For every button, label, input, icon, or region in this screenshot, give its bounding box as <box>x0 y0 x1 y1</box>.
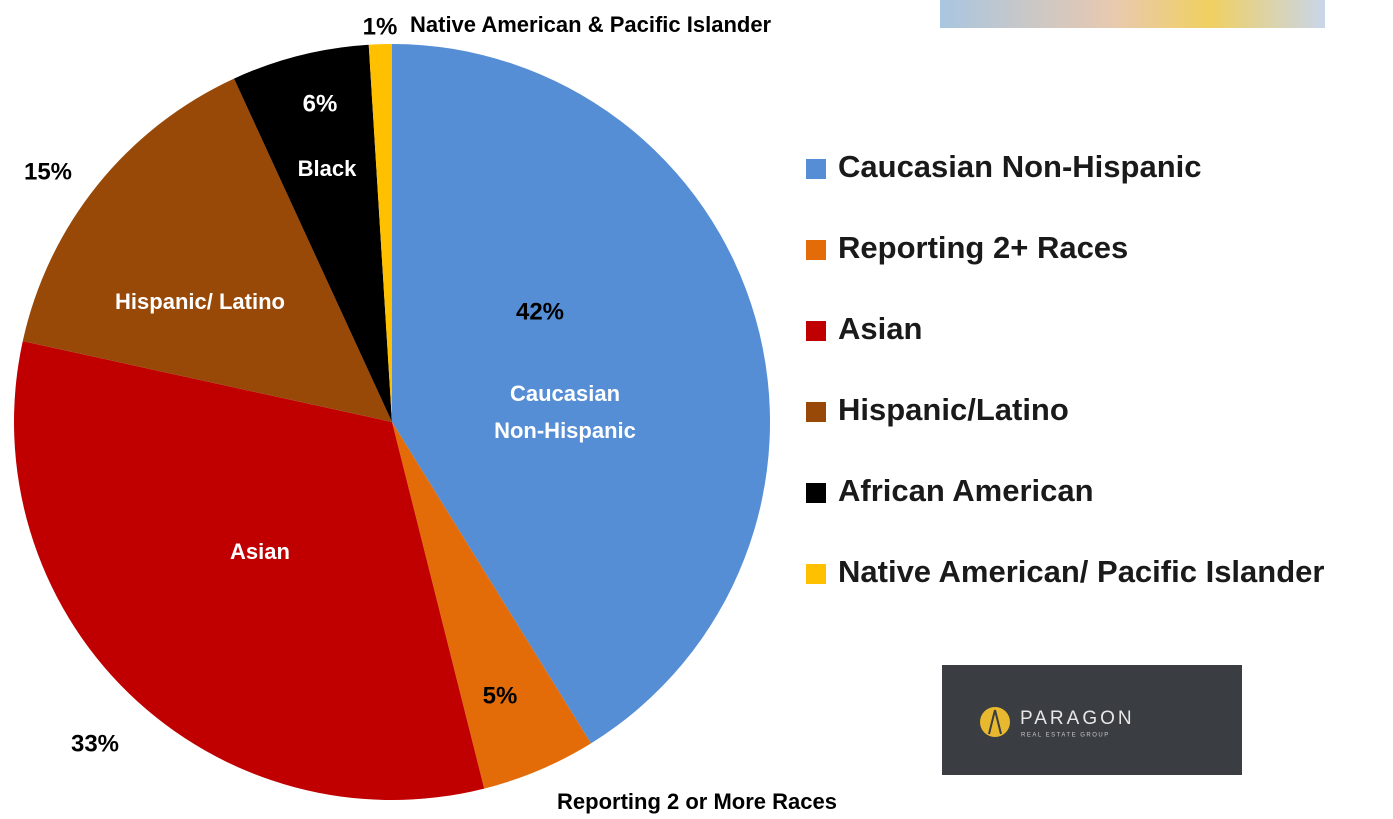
value-label: 15% <box>24 158 72 185</box>
slice-label: Non-Hispanic <box>494 418 636 443</box>
legend-swatch <box>806 402 826 422</box>
pie-slice <box>392 422 591 789</box>
value-label: 6% <box>303 90 338 117</box>
legend-swatch <box>806 321 826 341</box>
logo-mark <box>988 709 1002 735</box>
logo-tagline: REAL ESTATE GROUP <box>1021 733 1110 739</box>
slice-label: Reporting 2 or More Races <box>557 789 837 814</box>
legend: Caucasian Non-Hispanic Reporting 2+ Races… <box>806 149 1324 589</box>
slice-label: Caucasian <box>510 381 620 406</box>
slice-label: Asian <box>230 539 290 564</box>
slice-label: Black <box>298 156 357 181</box>
value-label: 1% <box>363 13 398 40</box>
legend-swatch <box>806 564 826 584</box>
pie-slice <box>368 44 392 422</box>
legend-swatch <box>806 483 826 503</box>
pie <box>14 44 770 800</box>
legend-swatch <box>806 159 826 179</box>
value-label: 5% <box>483 682 518 709</box>
value-label: 33% <box>71 730 119 757</box>
pie-slice <box>234 44 392 422</box>
legend-label: Hispanic/Latino <box>838 392 1069 427</box>
legend-swatch <box>806 240 826 260</box>
legend-label: Caucasian Non-Hispanic <box>838 149 1201 184</box>
logo-icon <box>980 707 1010 737</box>
labels: 42% Caucasian Non-Hispanic 5% Reporting 2 or… <box>24 12 837 814</box>
photo <box>940 0 1325 28</box>
value-label: 42% <box>516 298 564 325</box>
slice-label: Hispanic/ Latino <box>115 289 285 314</box>
pie-slice <box>22 78 392 422</box>
legend-label: Native American/ Pacific Islander <box>838 554 1324 589</box>
logo-name: PARAGON <box>1020 708 1135 729</box>
legend-label: African American <box>838 473 1094 508</box>
logo: PARAGON REAL ESTATE GROUP <box>942 665 1242 775</box>
legend-label: Asian <box>838 311 922 346</box>
slice-label: Native American & Pacific Islander <box>410 12 772 37</box>
pie-slice <box>14 341 485 800</box>
legend-label: Reporting 2+ Races <box>838 230 1128 265</box>
pie-slice <box>392 44 770 744</box>
